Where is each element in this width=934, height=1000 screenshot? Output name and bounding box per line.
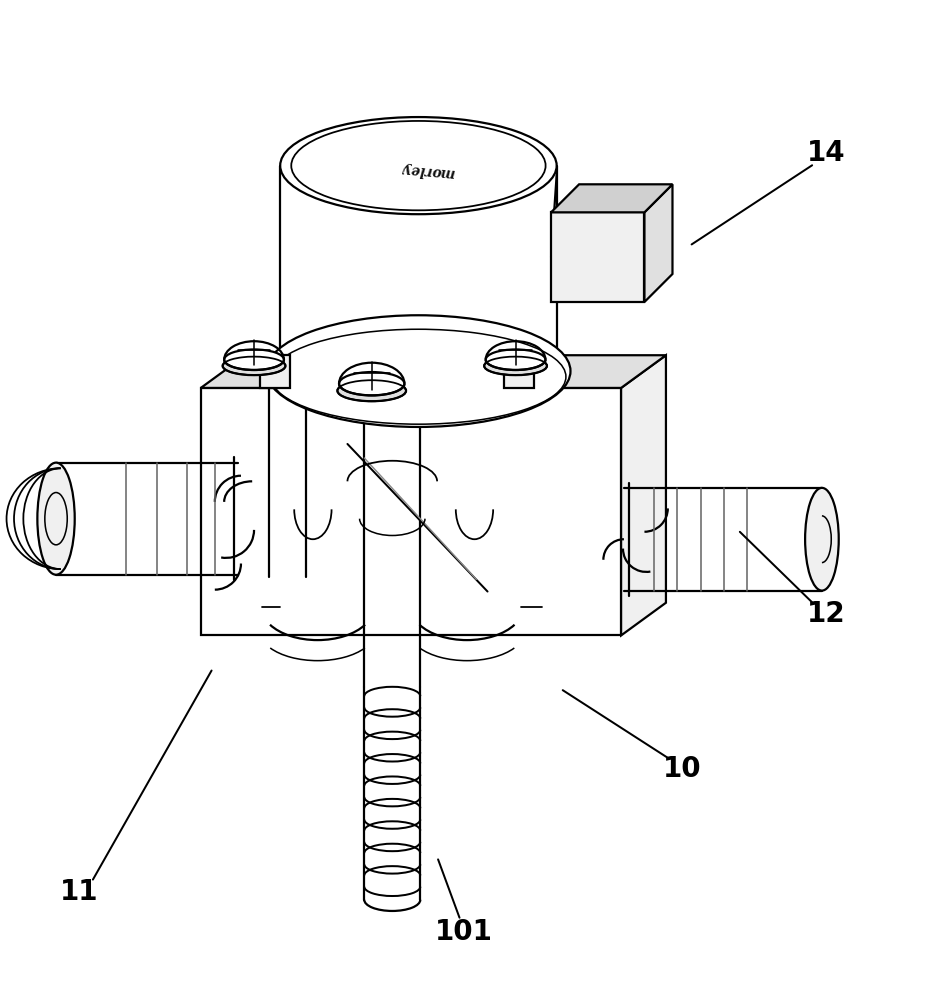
Polygon shape	[644, 184, 672, 302]
Ellipse shape	[37, 463, 75, 575]
Ellipse shape	[280, 117, 557, 214]
Ellipse shape	[224, 349, 284, 370]
Polygon shape	[504, 355, 534, 388]
Polygon shape	[621, 355, 666, 635]
Text: 11: 11	[60, 878, 99, 906]
Text: 10: 10	[662, 755, 701, 783]
Polygon shape	[201, 355, 666, 388]
Ellipse shape	[222, 357, 286, 375]
Ellipse shape	[805, 488, 839, 591]
Polygon shape	[260, 355, 290, 388]
Ellipse shape	[266, 315, 571, 427]
Polygon shape	[201, 388, 621, 635]
Ellipse shape	[339, 372, 404, 395]
Text: 14: 14	[807, 139, 846, 167]
Text: 12: 12	[807, 600, 846, 628]
Ellipse shape	[280, 323, 557, 420]
Polygon shape	[551, 212, 644, 302]
Ellipse shape	[484, 357, 547, 375]
Text: morley: morley	[401, 161, 455, 180]
Polygon shape	[551, 184, 672, 212]
Ellipse shape	[486, 349, 545, 370]
Text: 101: 101	[435, 918, 493, 946]
Ellipse shape	[337, 380, 406, 401]
